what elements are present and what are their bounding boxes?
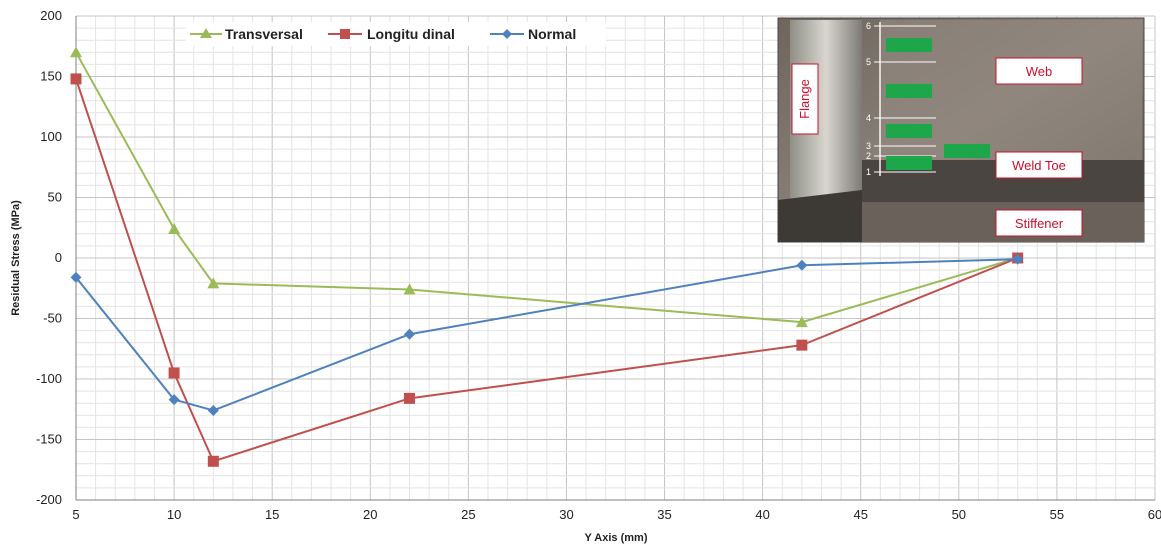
series-line-diamond [75,258,1018,412]
green-tag [886,156,932,170]
x-tick-label: 40 [755,507,769,522]
data-point-square [70,73,82,85]
y-axis-title: Residual Stress (MPa) [10,200,22,316]
legend-box [186,22,606,46]
ruler-number-4: 4 [866,113,871,123]
weld-photo-inset: 6 5 4 3 2 1 Flange Web Weld Toe [777,17,1145,243]
legend-label-normal: Normal [528,26,576,42]
x-tick-label: 15 [265,507,279,522]
data-point-diamond [168,394,180,406]
green-tag [886,124,932,138]
data-point-triangle [207,277,220,289]
data-point-square [404,392,416,404]
flange-label: Flange [797,79,812,119]
data-point-diamond [796,259,808,271]
web-label: Web [1026,64,1053,79]
inset-label-web: Web [995,57,1083,85]
y-tick-label: 100 [40,129,62,144]
y-tick-label: -50 [43,311,62,326]
inset-label-stiffener: Stiffener [995,209,1083,237]
data-point-triangle [70,46,82,58]
legend-marker-transversal [200,28,212,38]
weld-toe-label: Weld Toe [1012,158,1066,173]
ruler-number-6: 6 [866,21,871,31]
x-tick-label: 55 [1050,507,1064,522]
y-tick-label: -200 [36,492,62,507]
ruler-number-3: 3 [866,141,871,151]
x-tick-label: 10 [167,507,181,522]
legend-label-transversal: Transversal [225,26,303,42]
data-point-square [207,455,219,467]
x-tick-label: 45 [853,507,867,522]
data-point-triangle [795,316,808,328]
x-tick-label: 20 [363,507,377,522]
stiffener-label: Stiffener [1015,216,1064,231]
inset-label-flange: Flange [791,63,819,135]
legend-label-longitudinal: Longitu dinal [367,26,455,42]
data-point-triangle [403,283,416,295]
data-point-diamond [207,404,219,416]
data-point-triangle [168,222,181,234]
series-layer [70,46,1024,467]
y-tick-label: -150 [36,432,62,447]
x-tick-label: 50 [952,507,966,522]
ruler-number-5: 5 [866,57,871,67]
x-tick-label: 35 [657,507,671,522]
inset-weld-corner [778,190,862,242]
data-point-diamond [1012,253,1024,265]
inset-green-tags [886,38,990,170]
series-line-square [75,78,1019,463]
green-tag [886,84,932,98]
green-tag [886,38,932,52]
data-point-diamond [70,271,82,283]
plot-axes: 5 10 15 20 25 30 35 40 45 50 55 60200150100500-50-1… [36,8,1161,522]
x-axis-title: Y Axis (mm) [585,532,648,544]
x-tick-label: 60 [1148,507,1161,522]
x-tick-label: 5 [72,507,79,522]
data-point-diamond [404,328,416,340]
data-point-square [796,339,808,351]
data-point-square [168,367,180,379]
y-tick-label: -100 [36,371,62,386]
ruler-number-2: 2 [866,151,871,161]
y-tick-label: 200 [40,8,62,23]
y-tick-label: 150 [40,69,62,84]
x-tick-label: 25 [461,507,475,522]
y-tick-label: 50 [48,190,62,205]
series-line-triangle [75,51,1018,324]
legend-marker-normal [502,29,512,39]
legend: Transversal Longitu dinal Normal [186,22,606,46]
legend-marker-longitudinal [340,29,350,39]
x-tick-label: 30 [559,507,573,522]
inset-label-weld-toe: Weld Toe [995,151,1083,179]
ruler-number-1: 1 [866,167,871,177]
green-tag [944,144,990,158]
y-tick-label: 0 [55,250,62,265]
